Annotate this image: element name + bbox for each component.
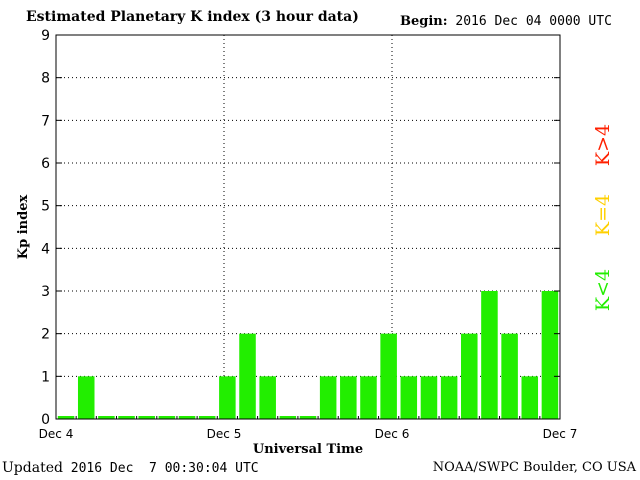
x-tick-label: Dec 6	[375, 427, 410, 441]
y-tick-label: 5	[41, 199, 50, 215]
y-axis-title: Kp index	[16, 195, 31, 260]
chart-title: Estimated Planetary K index (3 hour data…	[26, 9, 359, 25]
x-tick-label: Dec 5	[207, 427, 242, 441]
x-ticks: Dec 4 Dec 5 Dec 6 Dec 7	[39, 416, 578, 441]
bar	[501, 333, 518, 419]
x-tick-label: Dec 4	[39, 427, 74, 441]
bar	[57, 416, 75, 419]
y-tick-label: 7	[41, 113, 50, 129]
bar	[259, 376, 276, 419]
bar	[340, 376, 357, 419]
bar	[158, 416, 176, 419]
bar	[98, 416, 115, 419]
bars-group	[57, 291, 559, 419]
bar	[360, 376, 377, 419]
bar	[319, 376, 337, 419]
bar	[481, 291, 498, 419]
x-tick-label: Dec 7	[543, 427, 578, 441]
bar	[541, 291, 559, 419]
bar	[239, 333, 256, 419]
bar	[299, 416, 317, 419]
bar	[219, 376, 236, 419]
legend-label: K=4	[592, 194, 614, 236]
bar	[118, 416, 135, 419]
y-ticks: 0 1 2 3 4 5 6 7 8 9	[41, 28, 560, 428]
bar	[521, 376, 539, 419]
updated-time: Updated 2016 Dec 7 00:30:04 UTC	[2, 460, 259, 476]
bar	[198, 416, 216, 419]
updated-value: 2016 Dec 7 00:30:04 UTC	[70, 461, 259, 476]
y-tick-label: 0	[41, 412, 50, 428]
bar	[420, 376, 438, 419]
updated-label: Updated	[2, 460, 63, 476]
begin-value: 2016 Dec 04 0000 UTC	[455, 14, 612, 29]
begin-time: Begin: 2016 Dec 04 0000 UTC	[400, 14, 612, 29]
y-tick-label: 4	[41, 241, 50, 257]
bar	[138, 416, 155, 419]
legend-label: K<4	[592, 269, 614, 311]
x-axis-title: Universal Time	[253, 442, 363, 457]
legend-label: K>4	[592, 124, 614, 166]
y-tick-label: 1	[41, 369, 50, 385]
begin-label: Begin:	[400, 14, 448, 29]
bar	[77, 376, 95, 419]
credit-text: NOAA/SWPC Boulder, CO USA	[432, 460, 636, 475]
bar	[380, 333, 397, 419]
y-tick-label: 3	[41, 284, 50, 300]
legend: K>4 K=4 K<4	[592, 124, 614, 311]
plot-frame	[55, 34, 561, 420]
y-tick-label: 6	[41, 156, 50, 172]
grid-lines	[56, 35, 560, 419]
bar	[440, 376, 458, 419]
y-tick-label: 2	[41, 327, 50, 343]
bar	[178, 416, 196, 419]
bar	[461, 333, 478, 419]
y-tick-label: 9	[41, 28, 50, 44]
bar	[279, 416, 297, 419]
y-tick-label: 8	[41, 71, 50, 87]
bar	[400, 376, 418, 419]
